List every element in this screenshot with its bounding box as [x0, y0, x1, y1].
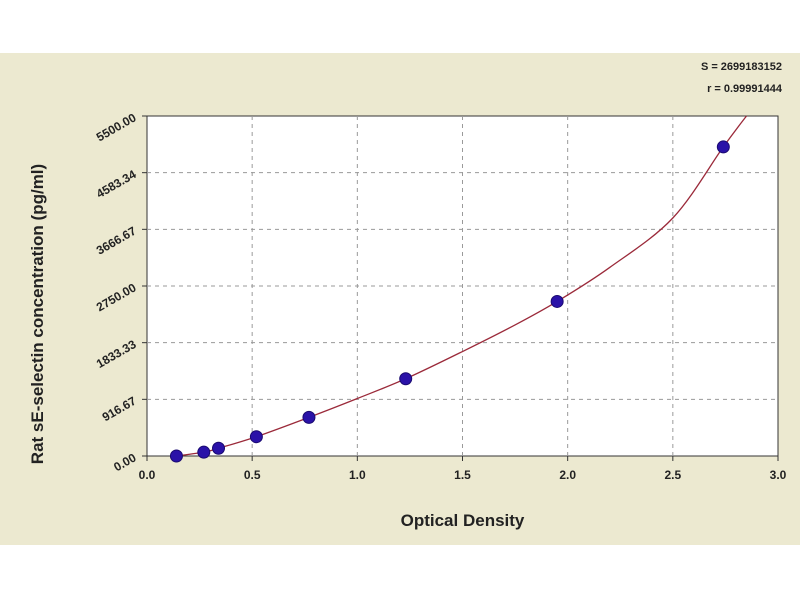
x-axis-title: Optical Density: [401, 511, 525, 530]
data-point: [302, 410, 316, 424]
y-tick-label: 0.00: [111, 450, 139, 474]
data-point: [550, 294, 564, 308]
x-tick-label: 1.5: [454, 468, 471, 482]
fit-stat-s: S = 2699183152: [701, 61, 782, 73]
x-tick-label: 1.0: [349, 468, 366, 482]
data-point: [197, 445, 211, 459]
x-axis-ticks: 0.0 0.5 1.0 1.5 2.0 2.5 3.0: [139, 456, 787, 482]
y-tick-label: 2750.00: [94, 280, 139, 314]
x-tick-label: 0.0: [139, 468, 156, 482]
y-tick-label: 3666.67: [94, 224, 139, 258]
x-tick-label: 2.5: [664, 468, 681, 482]
data-point: [169, 449, 183, 463]
data-point: [399, 372, 413, 386]
x-tick-label: 2.0: [559, 468, 576, 482]
y-tick-label: 5500.00: [94, 110, 139, 144]
data-point: [249, 430, 263, 444]
data-point: [716, 140, 730, 154]
data-point: [212, 441, 226, 455]
y-axis-title: Rat sE-selectin concentration (pg/ml): [28, 164, 47, 464]
fit-stat-r: r = 0.99991444: [707, 83, 783, 95]
y-axis-ticks: 0.00 916.67 1833.33 2750.00 3666.67 4583.34 55…: [94, 110, 147, 474]
y-tick-label: 1833.33: [94, 337, 139, 371]
y-tick-label: 4583.34: [94, 167, 139, 201]
y-tick-label: 916.67: [100, 394, 139, 425]
x-tick-label: 0.5: [244, 468, 261, 482]
grid-lines: [147, 116, 778, 456]
data-points: [169, 140, 730, 463]
x-tick-label: 3.0: [770, 468, 787, 482]
